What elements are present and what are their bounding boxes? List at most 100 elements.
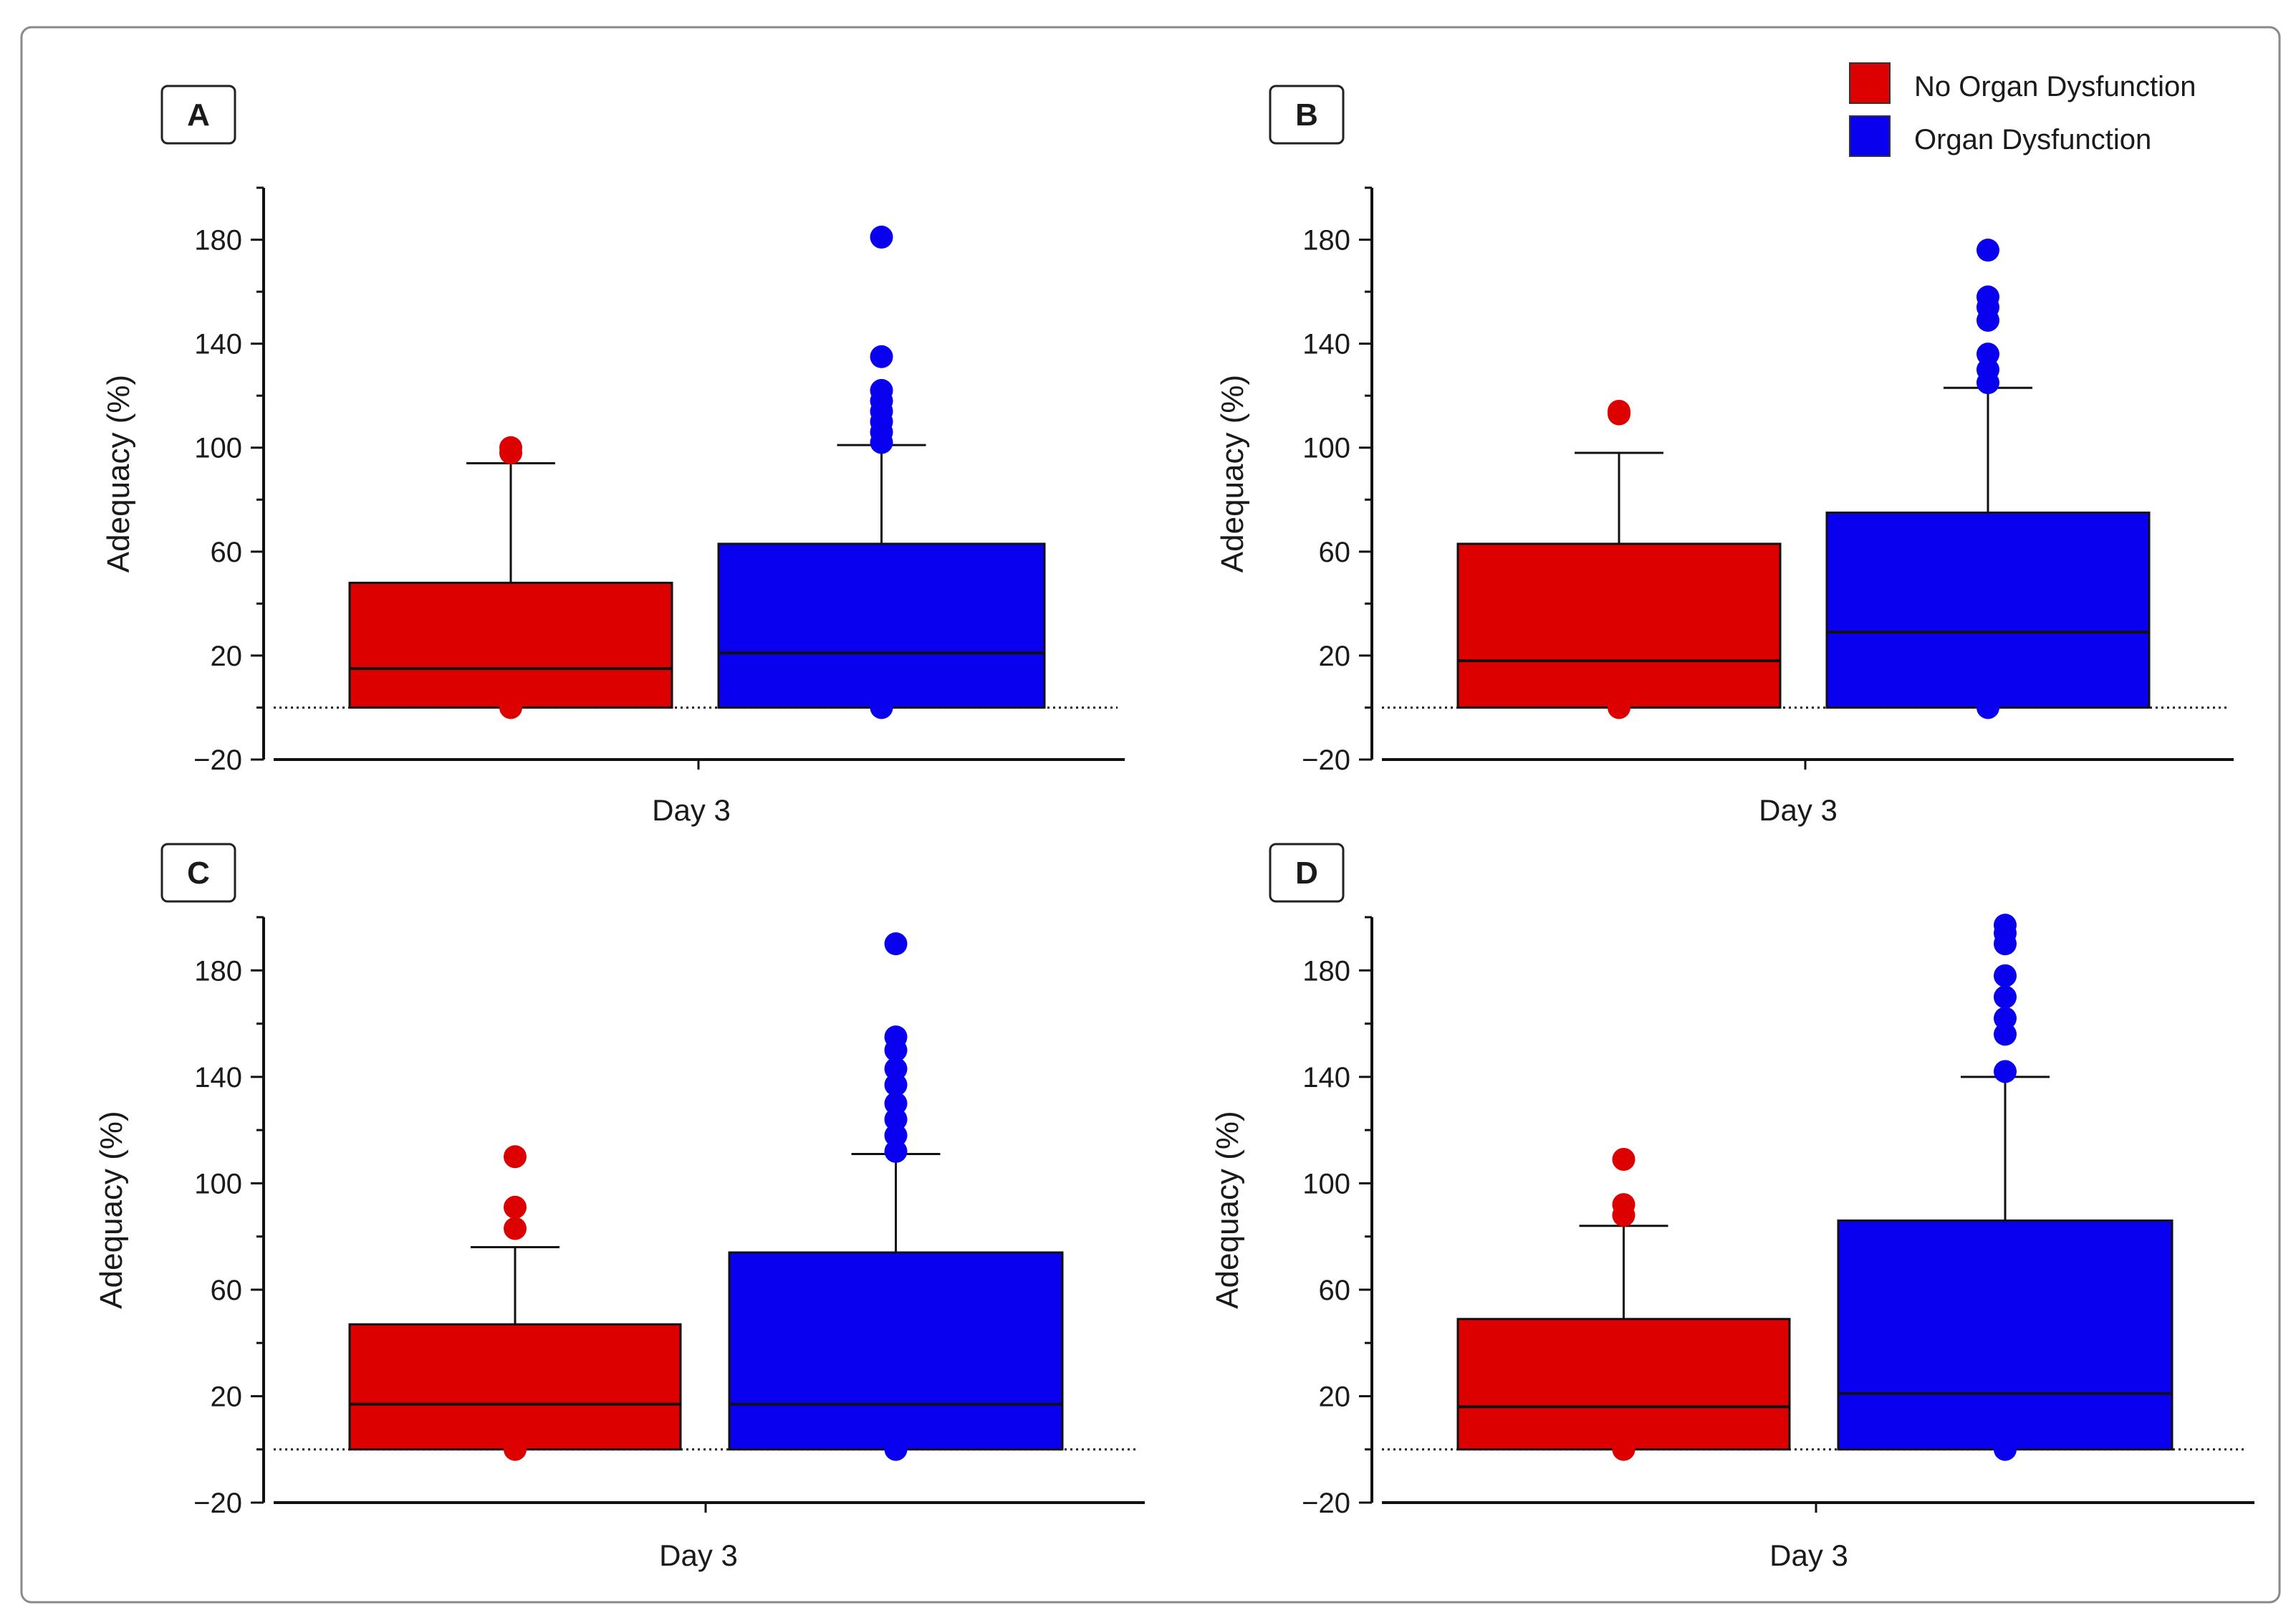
y-tick-label: 140 (1302, 1062, 1350, 1093)
y-tick-label: 140 (1302, 329, 1350, 360)
outlier-point-organ-dysfunction (870, 225, 893, 249)
y-tick-label: 140 (194, 1062, 242, 1093)
outlier-point-organ-dysfunction (1994, 914, 2017, 937)
y-axis-title: Adequacy (%) (1210, 1111, 1245, 1308)
box-body-organ-dysfunction (1825, 511, 2151, 709)
legend: No Organ Dysfunction Organ Dysfunction (1849, 62, 2196, 157)
panel-label: D (1295, 856, 1318, 891)
outlier-point-no-organ-dysfunction (1612, 1437, 1635, 1461)
panel-a: A −20 20 60 100 140 180 Adequacy (%) Day 3 (101, 85, 1125, 827)
panel-d: D −20 20 60 100 140 180 Adequacy (%) Day 3 (1210, 843, 2254, 1572)
x-axis-title: Day 3 (1769, 1538, 1848, 1572)
y-axis-title: Adequacy (%) (101, 375, 136, 573)
panel-label: A (187, 97, 210, 133)
y-tick-label: 140 (194, 329, 242, 360)
box-organ-dysfunction (728, 932, 1064, 1461)
outlier-point-organ-dysfunction (884, 1124, 908, 1147)
outlier-point-no-organ-dysfunction (504, 1217, 527, 1240)
y-tick-label: 60 (1319, 1275, 1351, 1306)
y-tick-label: 20 (211, 641, 243, 672)
panel-label-box (160, 843, 236, 903)
box-body-organ-dysfunction (1837, 1219, 2173, 1451)
y-tick-label: 60 (211, 537, 243, 568)
y-tick-label: 20 (211, 1381, 243, 1412)
box-body-organ-dysfunction (717, 542, 1046, 709)
y-tick-label: 180 (1302, 225, 1350, 257)
box-organ-dysfunction (1837, 914, 2173, 1461)
panel-label-box (1269, 85, 1345, 145)
outlier-point-organ-dysfunction (1994, 1060, 2017, 1083)
legend-swatch-no-organ-dysfunction (1849, 62, 1891, 104)
y-tick-label: 60 (1319, 537, 1351, 568)
box-body-no-organ-dysfunction (348, 581, 673, 709)
y-tick-label: 20 (1319, 1381, 1351, 1412)
y-tick-label: 180 (1302, 955, 1350, 987)
y-tick-label: 60 (211, 1275, 243, 1306)
panel-b: B −20 20 60 100 140 180 Adequacy (%) Day 3 (1215, 85, 2234, 827)
box-body-no-organ-dysfunction (348, 1323, 682, 1451)
y-tick-label: 100 (1302, 1168, 1350, 1200)
y-axis-title: Adequacy (%) (1215, 375, 1250, 573)
box-no-organ-dysfunction (348, 1145, 682, 1461)
outlier-point-no-organ-dysfunction (504, 1195, 527, 1219)
outlier-point-organ-dysfunction (870, 696, 893, 719)
outlier-point-no-organ-dysfunction (1608, 399, 1630, 423)
panel-label-box (160, 85, 236, 145)
panel-label-box (1269, 843, 1345, 903)
outlier-point-no-organ-dysfunction (1612, 1193, 1635, 1217)
outlier-point-no-organ-dysfunction (504, 1145, 527, 1169)
outlier-point-organ-dysfunction (870, 345, 893, 368)
panel-c: C −20 20 60 100 140 180 Adequacy (%) Day 3 (94, 843, 1145, 1572)
panels: A −20 20 60 100 140 180 Adequacy (%) Day 3 B −20 20… (94, 85, 2254, 1572)
x-axis-title: Day 3 (659, 1538, 738, 1572)
outlier-point-organ-dysfunction (1994, 1437, 2017, 1461)
y-tick-label: −20 (193, 745, 242, 776)
outlier-point-organ-dysfunction (884, 1073, 908, 1096)
legend-swatch-organ-dysfunction (1849, 115, 1891, 157)
y-tick-label: 100 (194, 433, 242, 464)
outlier-point-organ-dysfunction (1976, 696, 1999, 719)
y-tick-label: 180 (194, 955, 242, 987)
box-body-no-organ-dysfunction (1456, 1318, 1791, 1451)
outlier-point-organ-dysfunction (884, 932, 908, 956)
figure-frame (20, 26, 2281, 1604)
outlier-point-organ-dysfunction (884, 1057, 908, 1081)
outlier-point-organ-dysfunction (1994, 985, 2017, 1009)
box-no-organ-dysfunction (1456, 1147, 1791, 1461)
box-organ-dysfunction (717, 225, 1046, 719)
outlier-point-no-organ-dysfunction (1612, 1147, 1635, 1171)
legend-label-no-organ-dysfunction: No Organ Dysfunction (1914, 71, 2196, 102)
y-tick-label: −20 (193, 1488, 242, 1519)
panel-label: B (1295, 97, 1318, 133)
legend-item-organ-dysfunction: Organ Dysfunction (1849, 115, 2151, 157)
y-tick-label: 20 (1319, 641, 1351, 672)
box-body-no-organ-dysfunction (1456, 542, 1782, 709)
box-no-organ-dysfunction (348, 436, 673, 719)
legend-item-no-organ-dysfunction: No Organ Dysfunction (1849, 62, 2196, 104)
box-no-organ-dysfunction (1456, 399, 1782, 719)
outlier-point-organ-dysfunction (884, 1139, 908, 1163)
y-tick-label: 100 (194, 1168, 242, 1200)
box-organ-dysfunction (1825, 239, 2151, 719)
outlier-point-organ-dysfunction (884, 1025, 908, 1049)
y-tick-label: −20 (1302, 1488, 1350, 1519)
outlier-point-organ-dysfunction (870, 378, 893, 402)
outlier-point-organ-dysfunction (1976, 285, 1999, 309)
outlier-point-no-organ-dysfunction (499, 696, 522, 719)
x-axis-title: Day 3 (1759, 793, 1838, 827)
outlier-point-organ-dysfunction (1994, 1007, 2017, 1030)
outlier-point-organ-dysfunction (1994, 1023, 2017, 1046)
y-axis-title: Adequacy (%) (94, 1111, 129, 1308)
y-tick-label: 100 (1302, 433, 1350, 464)
outlier-point-organ-dysfunction (1976, 239, 1999, 262)
outlier-point-organ-dysfunction (1976, 343, 1999, 366)
y-tick-label: −20 (1302, 745, 1350, 776)
outlier-point-no-organ-dysfunction (499, 436, 522, 459)
legend-label-organ-dysfunction: Organ Dysfunction (1914, 124, 2151, 155)
outlier-point-no-organ-dysfunction (1608, 696, 1630, 719)
outlier-point-organ-dysfunction (884, 1108, 908, 1131)
panel-label: C (187, 856, 210, 891)
outlier-point-organ-dysfunction (884, 1091, 908, 1115)
x-axis-title: Day 3 (652, 793, 731, 827)
